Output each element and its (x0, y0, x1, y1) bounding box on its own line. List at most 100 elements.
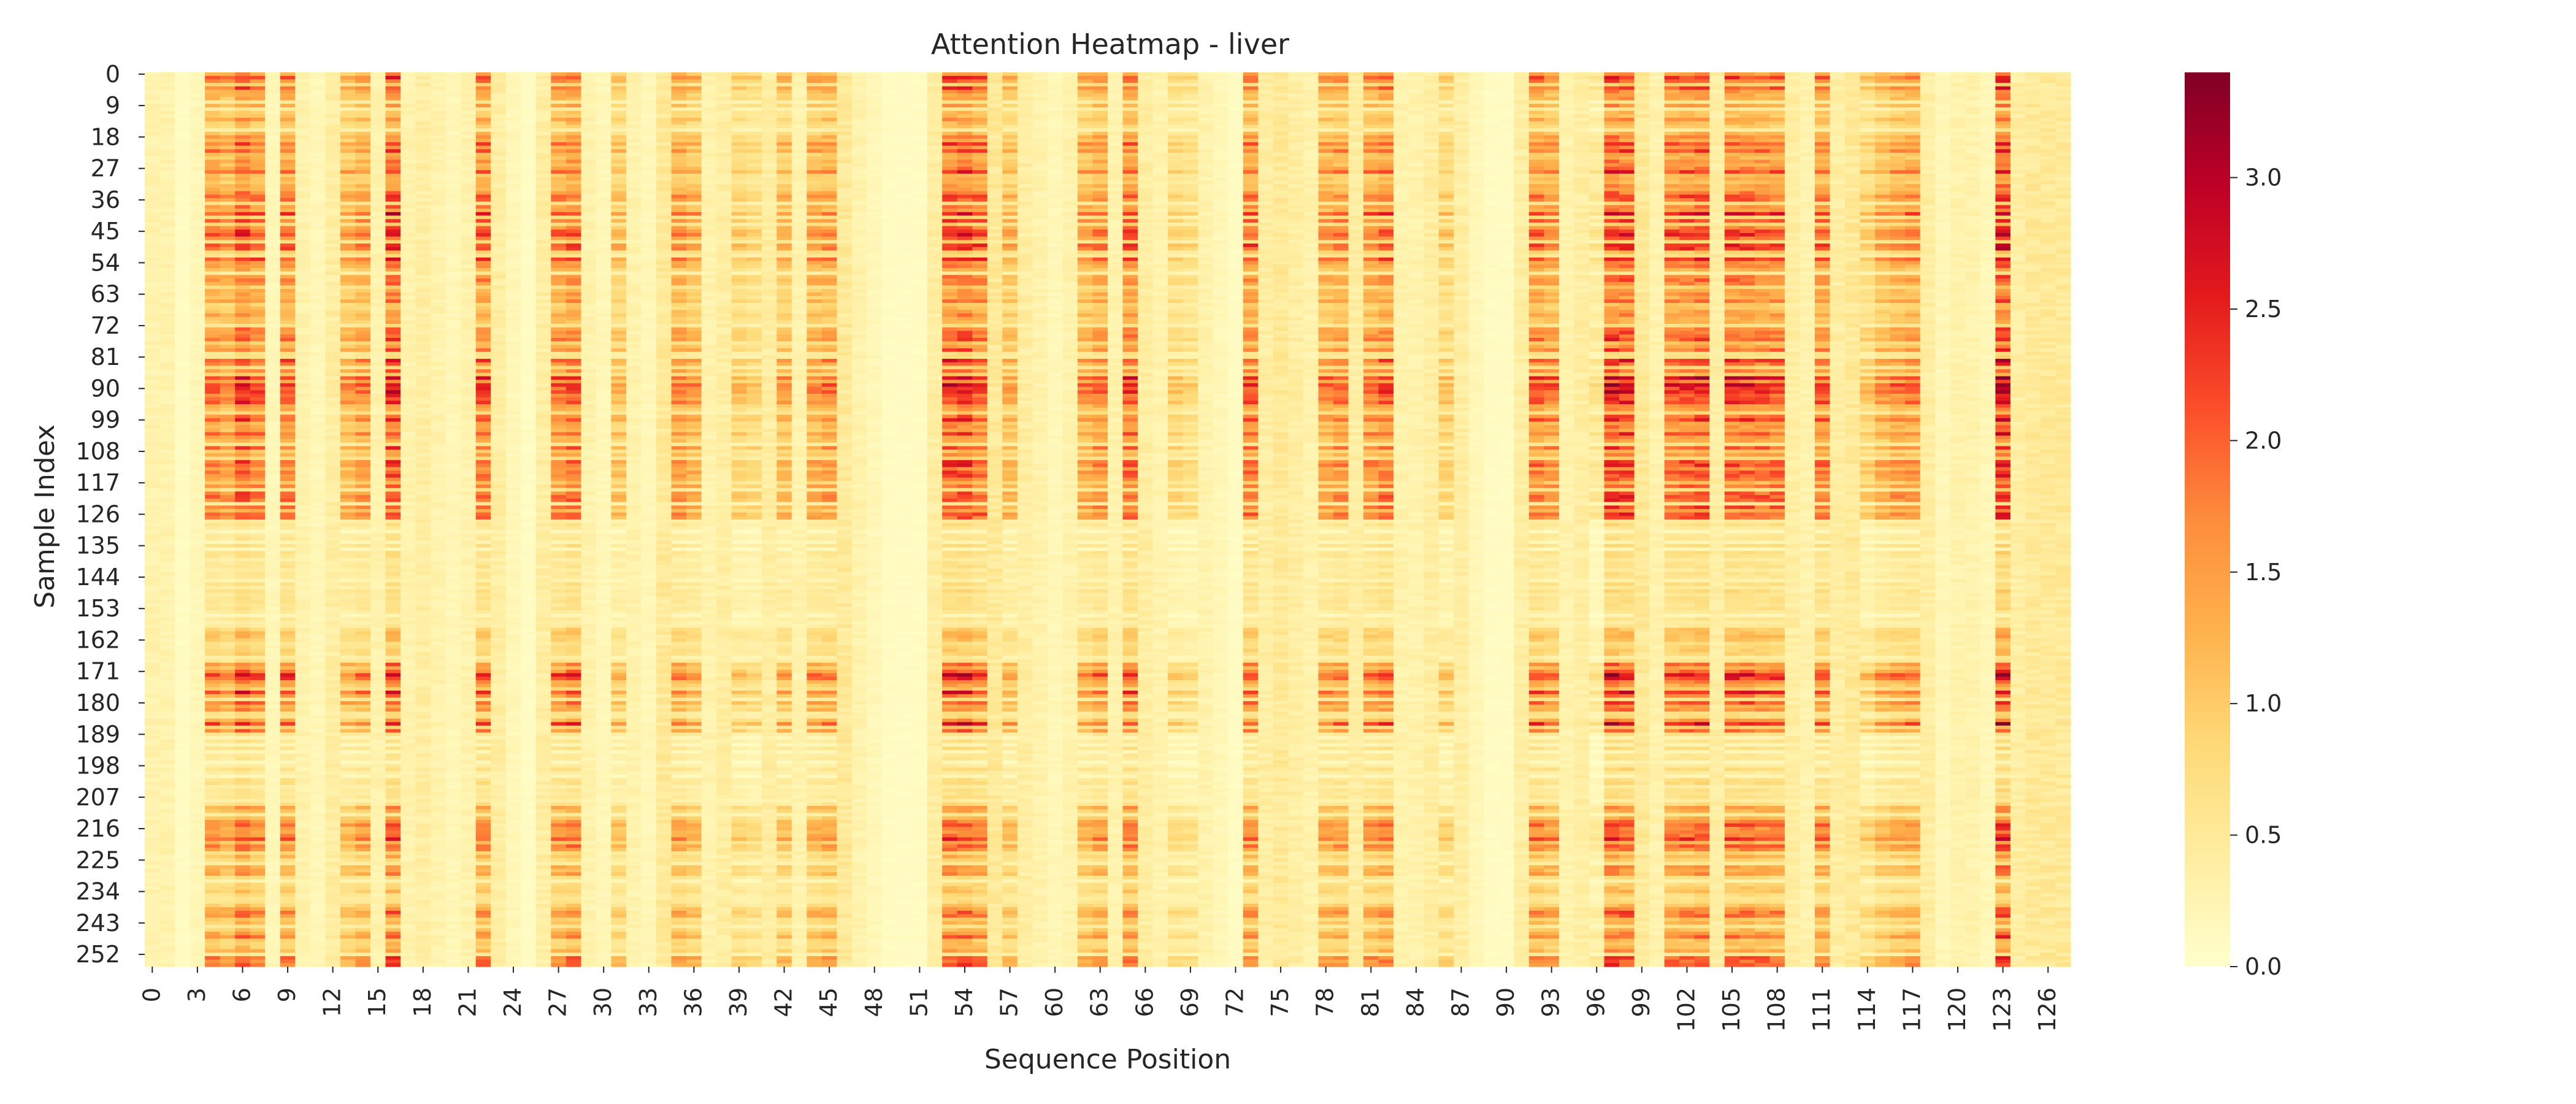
heatmap-cell (626, 97, 642, 101)
heatmap-cell (1409, 114, 1424, 118)
heatmap-cell (792, 72, 807, 76)
heatmap-cell (672, 83, 687, 86)
heatmap-cell (1499, 149, 1514, 153)
heatmap-cell (656, 132, 672, 136)
heatmap-cell (416, 163, 431, 167)
heatmap-cell (1288, 159, 1303, 163)
heatmap-cell (1273, 118, 1289, 121)
heatmap-row (145, 79, 2071, 83)
heatmap-cell (1950, 132, 1966, 136)
heatmap-cell (386, 128, 401, 132)
heatmap-cell (776, 104, 792, 107)
heatmap-cell (581, 156, 596, 160)
heatmap-cell (1123, 121, 1138, 125)
heatmap-cell (1529, 146, 1544, 150)
heatmap-cell (1138, 118, 1153, 121)
heatmap-cell (1048, 101, 1063, 104)
heatmap-cell (1514, 86, 1529, 90)
heatmap-cell (716, 153, 732, 156)
heatmap-cell (370, 153, 386, 156)
heatmap-cell (1138, 167, 1153, 171)
heatmap-cell (1860, 72, 1876, 76)
heatmap-cell (431, 118, 446, 121)
heatmap-cell (1409, 139, 1424, 142)
heatmap-cell (1679, 104, 1695, 107)
heatmap-cell (852, 118, 867, 121)
heatmap-cell (837, 136, 852, 139)
heatmap-cell (2041, 107, 2056, 111)
heatmap-cell (1785, 93, 1800, 97)
heatmap-cell (656, 167, 672, 171)
heatmap-cell (581, 163, 596, 167)
heatmap-cell (732, 114, 747, 118)
heatmap-cell (1589, 149, 1604, 153)
heatmap-cell (1318, 83, 1333, 86)
heatmap-cell (1123, 101, 1138, 104)
heatmap-cell (265, 125, 280, 128)
heatmap-cell (1363, 142, 1379, 146)
heatmap-cell (1303, 107, 1319, 111)
heatmap-cell (1589, 79, 1604, 83)
heatmap-cell (1092, 97, 1108, 101)
heatmap-cell (1544, 72, 1559, 76)
heatmap-cell (1288, 136, 1303, 139)
heatmap-cell (1243, 104, 1259, 107)
heatmap-cell (897, 149, 913, 153)
heatmap-cell (1649, 149, 1665, 153)
heatmap-cell (2025, 125, 2041, 128)
heatmap-cell (1514, 111, 1529, 115)
heatmap-cell (1589, 72, 1604, 76)
heatmap-cell (235, 163, 250, 167)
heatmap-cell (716, 146, 732, 150)
heatmap-cell (1830, 125, 1846, 128)
heatmap-cell (1725, 146, 1740, 150)
heatmap-cell (1965, 86, 1980, 90)
heatmap-cell (175, 72, 190, 76)
heatmap-cell (1980, 86, 1996, 90)
heatmap-cell (1243, 159, 1259, 163)
heatmap-cell (897, 167, 913, 171)
heatmap-cell (1559, 104, 1574, 107)
heatmap-cell (205, 146, 220, 150)
heatmap-cell (1875, 101, 1890, 104)
heatmap-cell (1363, 97, 1379, 101)
heatmap-cell (536, 76, 551, 80)
heatmap-cell (1544, 90, 1559, 93)
heatmap-cell (235, 107, 250, 111)
heatmap-cell (190, 111, 205, 115)
heatmap-cell (1062, 118, 1078, 121)
heatmap-cell (446, 159, 461, 163)
heatmap-cell (1619, 139, 1635, 142)
heatmap-cell (1529, 139, 1544, 142)
heatmap-cell (476, 107, 491, 111)
heatmap-cell (1379, 163, 1394, 167)
heatmap-cell (551, 163, 566, 167)
heatmap-cell (1363, 72, 1379, 76)
heatmap-cell (340, 163, 356, 167)
heatmap-cell (340, 153, 356, 156)
heatmap-cell (1048, 163, 1063, 167)
heatmap-cell (1168, 139, 1183, 142)
heatmap-cell (1725, 104, 1740, 107)
heatmap-cell (972, 142, 987, 146)
heatmap-cell (1619, 136, 1635, 139)
heatmap-cell (325, 153, 340, 156)
heatmap-cell (1469, 149, 1484, 153)
heatmap-cell (1574, 93, 1589, 97)
heatmap-cell (1965, 121, 1980, 125)
heatmap-cell (205, 76, 220, 80)
heatmap-cell (1333, 132, 1349, 136)
heatmap-cell (1695, 72, 1710, 76)
heatmap-cell (1108, 83, 1123, 86)
heatmap-cell (957, 114, 973, 118)
heatmap-cell (1845, 146, 1860, 150)
heatmap-cell (927, 167, 943, 171)
heatmap-cell (446, 149, 461, 153)
heatmap-cell (1018, 132, 1033, 136)
heatmap-cell (1318, 159, 1333, 163)
heatmap-cell (175, 139, 190, 142)
heatmap-cell (2041, 136, 2056, 139)
heatmap-cell (1123, 83, 1138, 86)
heatmap-cell (536, 163, 551, 167)
heatmap-cell (1890, 156, 1906, 160)
